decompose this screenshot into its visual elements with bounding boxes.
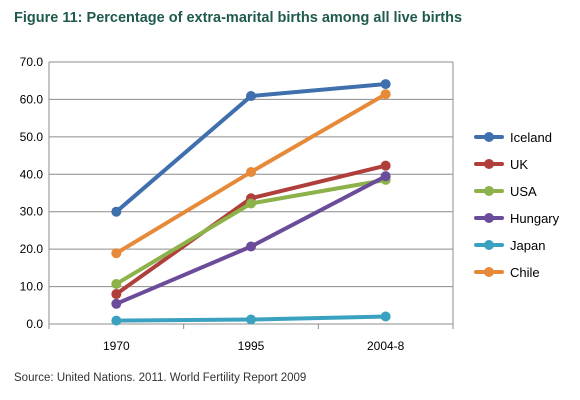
legend-entry-japan: Japan — [474, 238, 545, 253]
axes: 0.0 10.0 20.0 30.0 40.0 50.0 60.0 70.0 1970 1995 2… — [20, 55, 454, 353]
legend-label: USA — [510, 184, 537, 199]
legend-entry-uk: UK — [474, 157, 528, 172]
series-lines — [111, 79, 391, 326]
data-point — [246, 167, 256, 178]
chart-title: Figure 11: Percentage of extra-marital b… — [14, 10, 463, 26]
series-iceland — [111, 79, 391, 217]
legend-label: Chile — [510, 265, 540, 280]
legend-label: Iceland — [510, 130, 552, 145]
data-point — [246, 198, 256, 209]
y-tick-label: 70.0 — [20, 55, 44, 69]
y-tick-label: 50.0 — [20, 130, 44, 144]
data-point — [380, 311, 391, 322]
data-point — [380, 89, 391, 100]
data-point — [246, 314, 256, 325]
legend-marker — [484, 240, 494, 250]
legend-entry-iceland: Iceland — [474, 130, 552, 145]
legend-entry-usa: USA — [474, 184, 537, 199]
legend-marker — [484, 267, 494, 277]
y-tick-label: 20.0 — [20, 242, 44, 256]
y-tick-label: 0.0 — [26, 317, 43, 331]
data-point — [246, 241, 256, 252]
data-point — [380, 160, 391, 171]
legend-entry-hungary: Hungary — [474, 211, 560, 226]
data-point — [246, 91, 256, 102]
legend-marker — [484, 213, 494, 223]
y-tick-label: 30.0 — [20, 205, 44, 219]
x-tick-label: 1995 — [238, 339, 265, 353]
y-tick-label: 10.0 — [20, 280, 44, 294]
series-line — [114, 82, 388, 214]
legend-marker — [484, 159, 494, 169]
legend-entry-chile: Chile — [474, 265, 540, 280]
source-note: Source: United Nations. 2011. World Fert… — [14, 372, 307, 384]
legend-label: Hungary — [510, 211, 560, 226]
legend-label: UK — [510, 157, 528, 172]
data-point — [111, 289, 122, 300]
y-tick-label: 60.0 — [20, 92, 44, 106]
x-tick-label: 2004-8 — [367, 339, 405, 353]
series-uk — [111, 160, 391, 300]
data-point — [111, 315, 122, 326]
legend-marker — [484, 132, 494, 142]
series-hungary — [111, 171, 391, 309]
data-point — [111, 278, 122, 289]
data-point — [111, 206, 122, 217]
data-point — [111, 248, 122, 259]
data-point — [111, 298, 122, 309]
legend: Iceland UK USA Hungary Japan Chile — [474, 130, 560, 280]
y-tick-label: 40.0 — [20, 167, 44, 181]
series-chile — [111, 89, 391, 259]
legend-label: Japan — [510, 238, 545, 253]
data-point — [380, 79, 391, 90]
legend-marker — [484, 186, 494, 196]
gridlines — [49, 61, 453, 325]
series-japan — [111, 311, 391, 326]
data-point — [380, 171, 391, 182]
x-tick-label: 1970 — [103, 339, 130, 353]
